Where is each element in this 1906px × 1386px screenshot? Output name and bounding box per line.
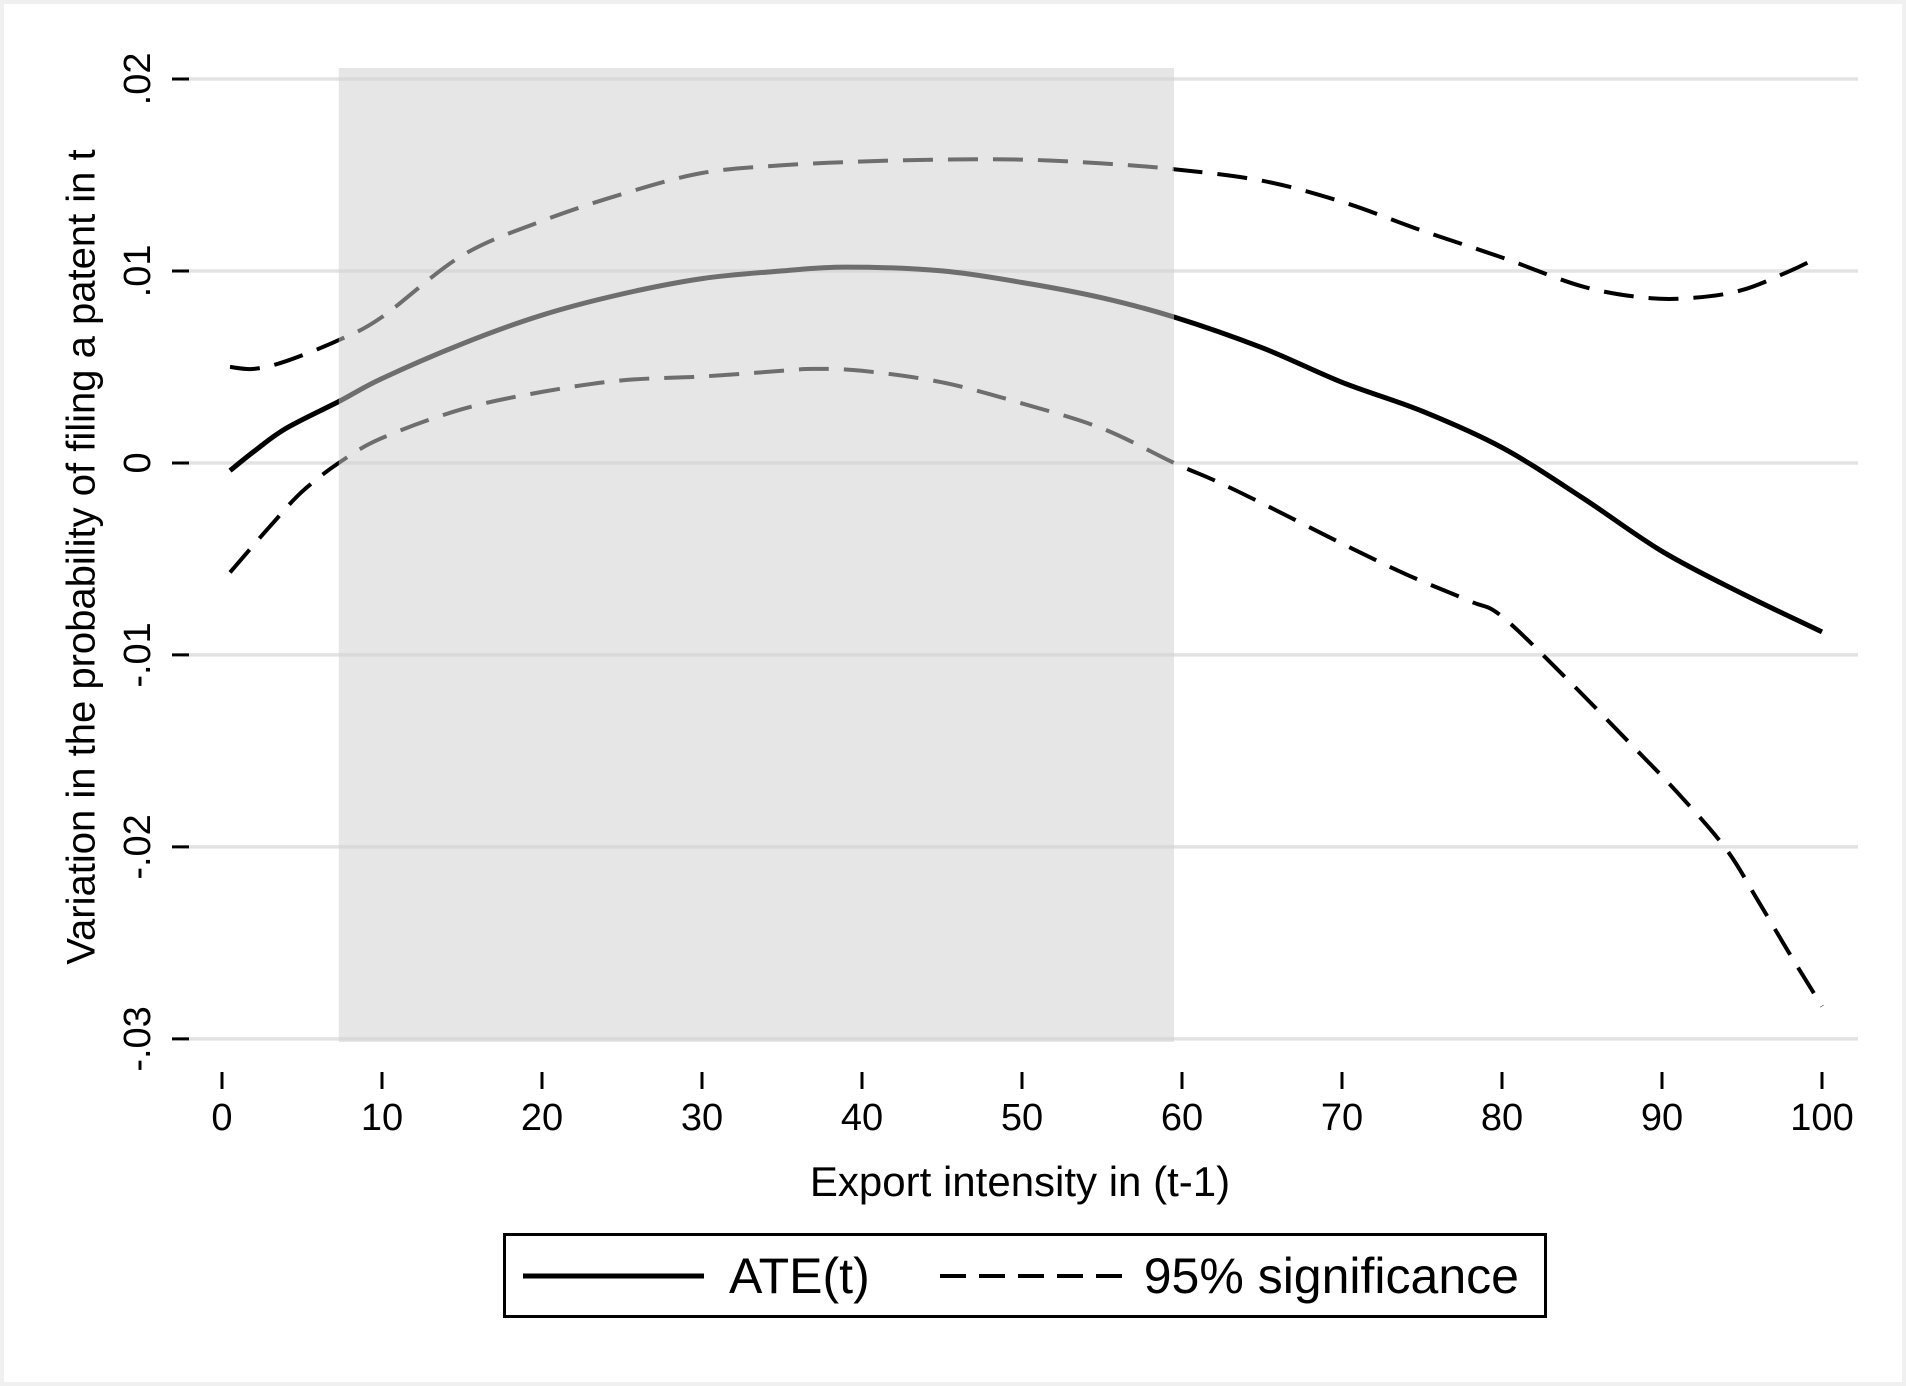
- x-tick-label: 50: [1001, 1097, 1043, 1139]
- y-tick-label: .01: [117, 245, 159, 298]
- legend-label-significance: 95% significance: [1143, 1247, 1519, 1304]
- legend-dashed-line-sample: [939, 1273, 1122, 1278]
- x-axis-title: Export intensity in (t-1): [809, 1158, 1231, 1205]
- x-tick-label: 30: [681, 1097, 723, 1139]
- legend-solid-line-sample: [523, 1273, 704, 1278]
- y-tick-label: .02: [117, 53, 159, 106]
- x-tick-label: 0: [211, 1097, 232, 1139]
- legend: ATE(t) 95% significance: [503, 1233, 1547, 1318]
- x-tick-label: 20: [521, 1097, 563, 1139]
- x-tick-label: 90: [1641, 1097, 1683, 1139]
- y-tick-label: -.02: [117, 814, 159, 879]
- x-tick-label: 60: [1161, 1097, 1203, 1139]
- x-tick-label: 100: [1790, 1097, 1853, 1139]
- x-tick-label: 80: [1481, 1097, 1523, 1139]
- x-tick-label: 70: [1321, 1097, 1363, 1139]
- y-tick-label: 0: [117, 452, 159, 473]
- y-tick-label: -.01: [117, 622, 159, 687]
- x-tick-label: 40: [841, 1097, 883, 1139]
- common-support-shade: [338, 68, 1174, 1042]
- y-axis-title: Variation in the probability of filing a…: [59, 149, 104, 965]
- x-tick-label: 10: [361, 1097, 403, 1139]
- legend-label-ate: ATE(t): [729, 1247, 870, 1304]
- y-tick-label: -.03: [117, 1006, 159, 1071]
